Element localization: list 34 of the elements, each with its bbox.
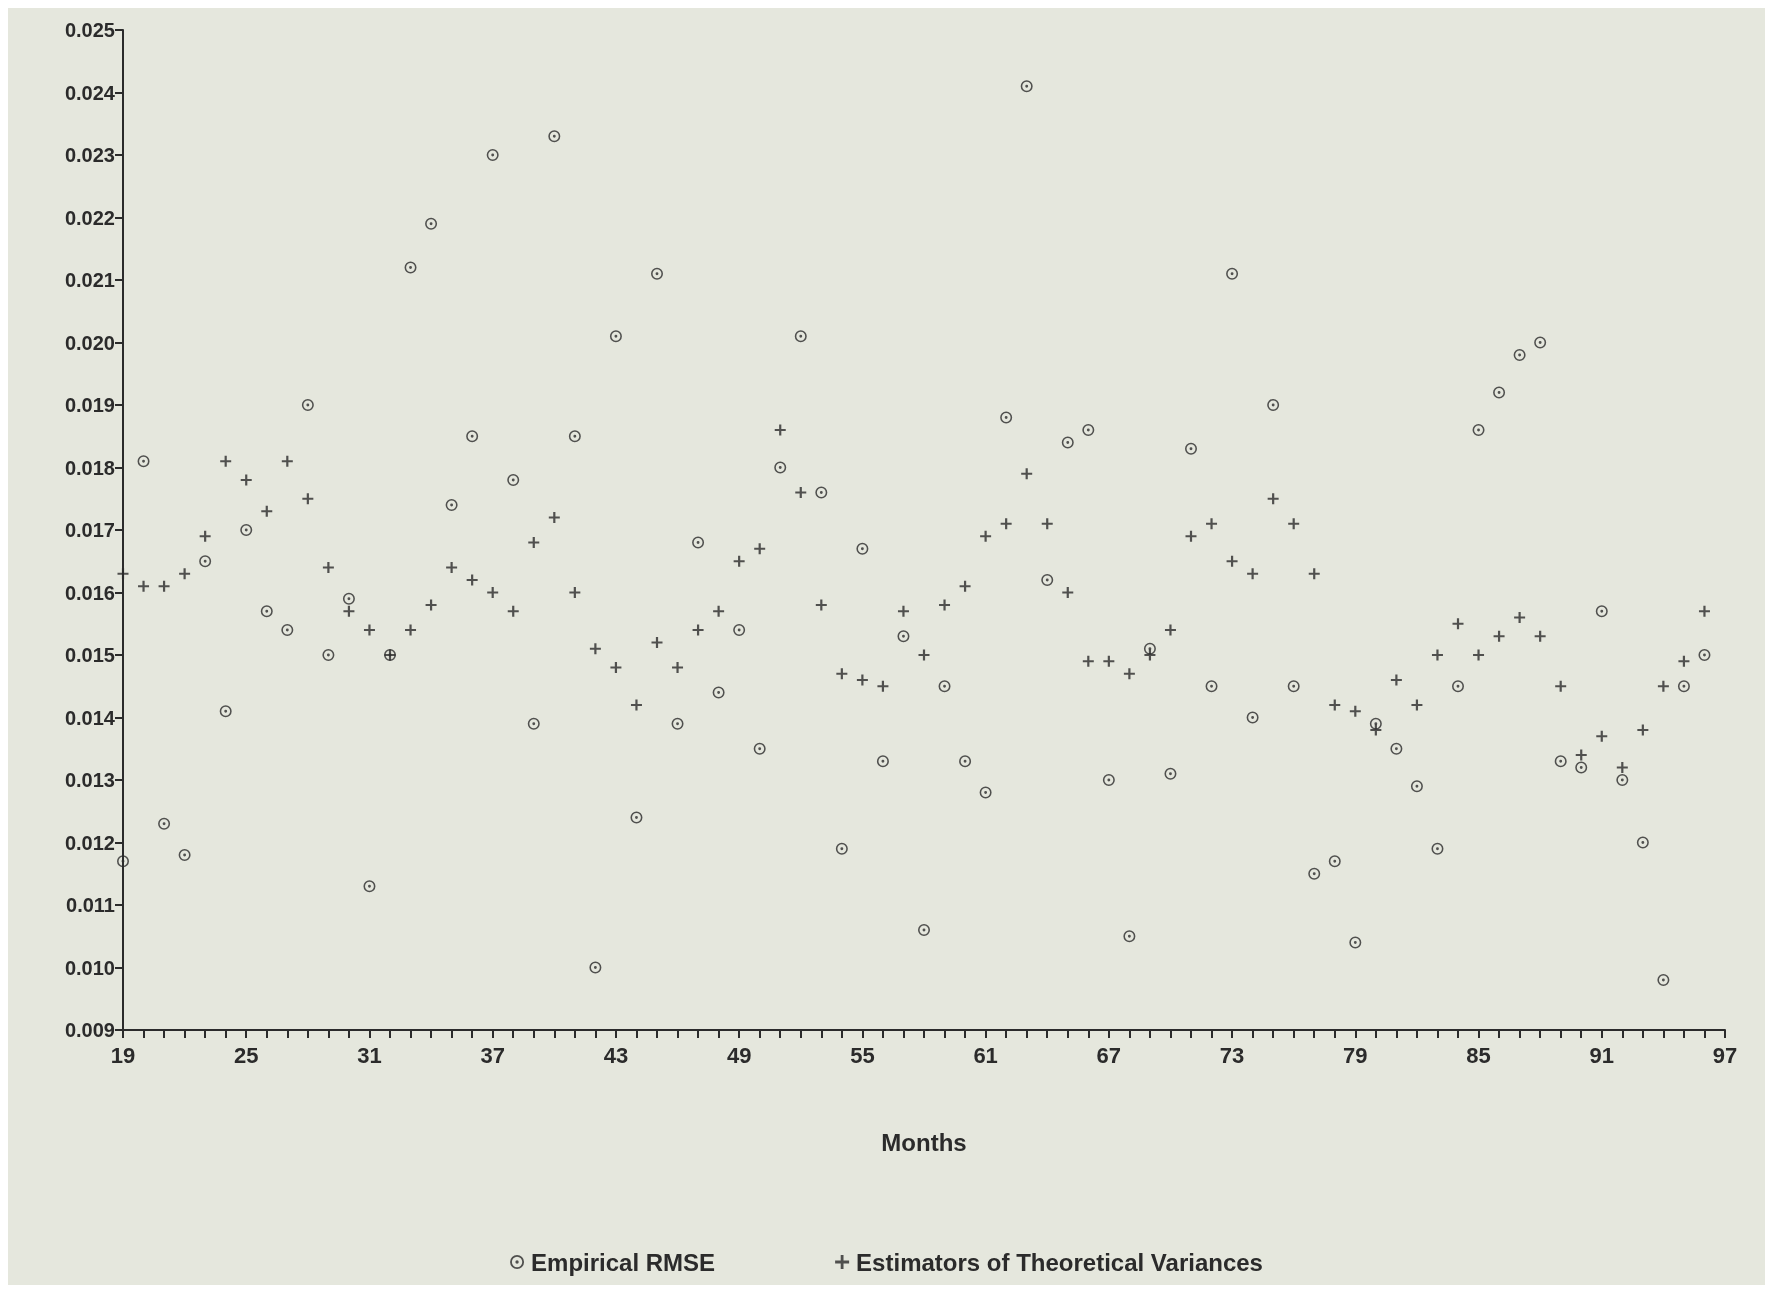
x-tick-label: 49 xyxy=(726,1042,752,1068)
y-tick-label: 0.010 xyxy=(64,956,115,979)
x-tick-label: 79 xyxy=(1343,1042,1368,1068)
y-tick-label: 0.015 xyxy=(64,644,115,666)
y-tick-label: 0.024 xyxy=(64,81,116,104)
y-tick-label: 0.014 xyxy=(64,706,116,729)
y-tick-label: 0.022 xyxy=(64,206,115,229)
y-tick-label: 0.021 xyxy=(64,269,115,291)
y-tick-label: 0.016 xyxy=(64,581,115,604)
x-tick-label: 19 xyxy=(110,1042,136,1068)
y-tick-label: 0.011 xyxy=(66,894,115,916)
x-axis-title: Months xyxy=(881,1128,967,1156)
x-tick-label: 97 xyxy=(1712,1042,1738,1068)
y-tick-label: 0.019 xyxy=(64,394,115,416)
x-tick-label: 31 xyxy=(357,1042,382,1068)
y-tick-label: 0.018 xyxy=(64,456,115,479)
x-tick-label: 43 xyxy=(603,1042,629,1068)
x-tick-label: 61 xyxy=(973,1042,998,1068)
y-tick-label: 0.009 xyxy=(64,1019,115,1041)
y-tick-label: 0.025 xyxy=(64,19,115,41)
y-tick-label: 0.012 xyxy=(64,831,115,854)
x-tick-label: 67 xyxy=(1096,1042,1122,1068)
x-tick-label: 85 xyxy=(1466,1042,1491,1068)
x-tick-label: 55 xyxy=(850,1042,875,1068)
legend-label: Empirical RMSE xyxy=(531,1248,716,1276)
y-tick-label: 0.013 xyxy=(64,769,115,791)
legend-label: Estimators of Theoretical Variances xyxy=(856,1248,1263,1276)
x-tick-label: 37 xyxy=(480,1042,505,1068)
y-tick-label: 0.023 xyxy=(64,144,115,166)
y-tick-label: 0.020 xyxy=(64,331,115,354)
x-tick-label: 25 xyxy=(233,1042,259,1068)
x-tick-label: 73 xyxy=(1219,1042,1245,1068)
y-tick-label: 0.017 xyxy=(64,519,115,541)
x-tick-label: 91 xyxy=(1589,1042,1615,1068)
